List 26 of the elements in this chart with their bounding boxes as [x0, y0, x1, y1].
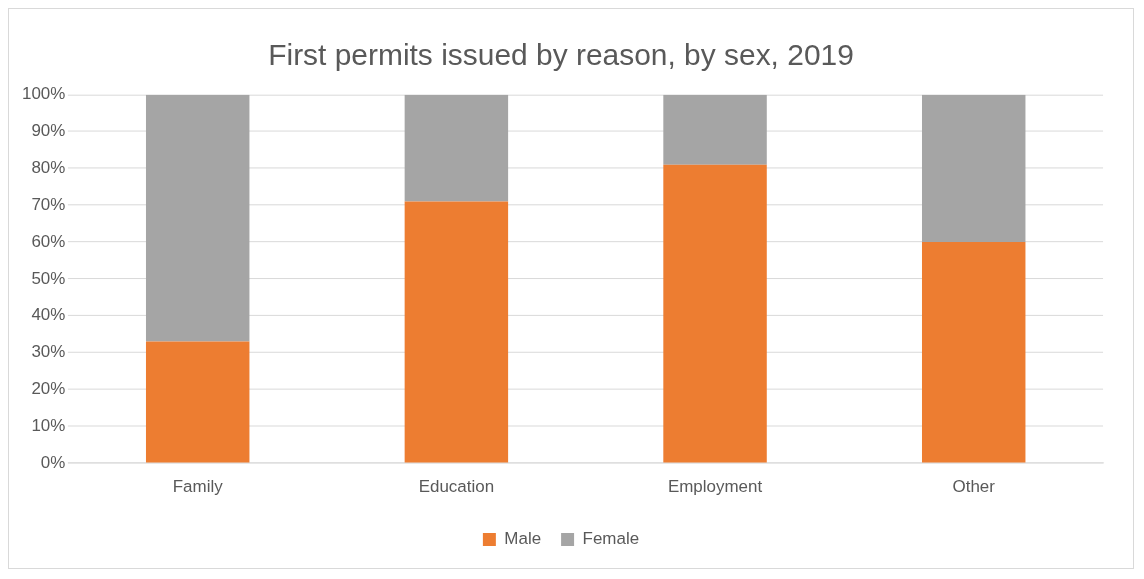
legend-label: Female	[582, 529, 640, 549]
y-tick-label: 90%	[31, 121, 66, 141]
bar	[145, 341, 250, 463]
bar	[663, 94, 767, 165]
x-tick-label: Family	[172, 476, 224, 496]
y-tick-label: 20%	[31, 379, 66, 398]
y-tick-label: 60%	[31, 231, 66, 251]
y-tick-label: 10%	[31, 415, 66, 435]
y-tick-label: 0%	[40, 452, 66, 472]
y-tick-label: 80%	[31, 158, 66, 178]
legend-label: Male	[504, 529, 542, 549]
chart-title: First permits issued by reason, by sex, 2019	[268, 38, 854, 72]
x-tick-label: Employment	[667, 476, 763, 496]
x-tick-label: Other	[952, 476, 996, 496]
x-tick-label: Education	[418, 476, 495, 496]
y-tick-label: 100%	[22, 84, 66, 104]
y-tick-label: 30%	[31, 342, 66, 362]
y-tick-label: 50%	[31, 268, 66, 288]
bar	[921, 94, 1026, 243]
bar	[404, 94, 509, 202]
bar	[404, 201, 509, 463]
bar	[145, 94, 250, 342]
bar	[663, 164, 767, 463]
y-tick-label: 70%	[31, 194, 66, 214]
bar	[921, 242, 1026, 463]
y-tick-label: 40%	[31, 305, 66, 325]
